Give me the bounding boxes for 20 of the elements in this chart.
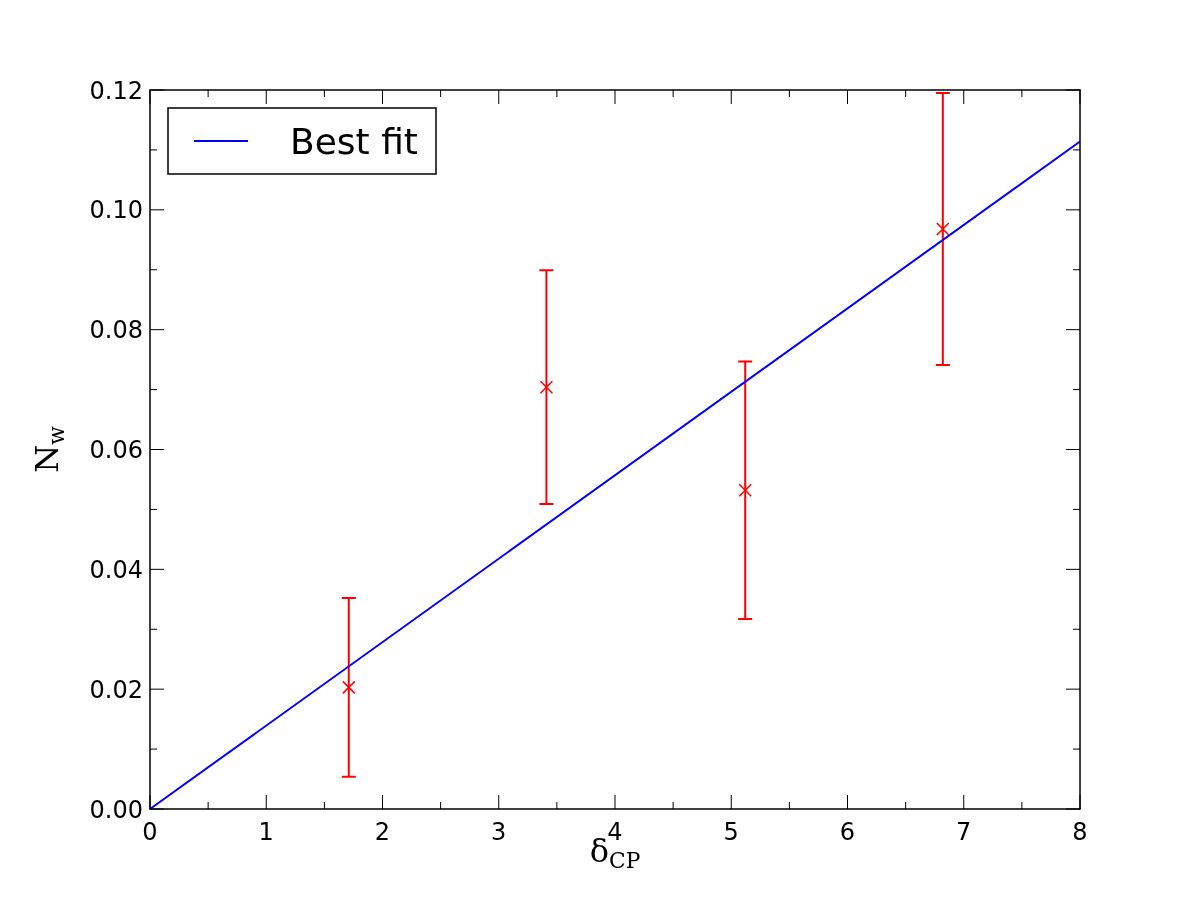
point <box>738 483 752 497</box>
point <box>342 680 356 695</box>
y-tick-label: 0.04 <box>89 555 143 584</box>
x-tick-label: 8 <box>1072 818 1088 846</box>
y-tick-label: 0.06 <box>89 436 143 465</box>
x-tick-label: 0 <box>142 818 158 846</box>
y-tick-label: 0.02 <box>89 675 143 704</box>
y-tick-label: 0.12 <box>89 76 143 105</box>
x-tick-label: 2 <box>374 818 391 846</box>
x-tick-label: 6 <box>839 818 856 846</box>
y-tick-label: 0.00 <box>89 795 143 824</box>
x-tick-label: 1 <box>258 818 274 846</box>
legend-label: Best fit <box>290 120 418 162</box>
x-tick-label: 7 <box>956 818 972 846</box>
point <box>936 222 950 236</box>
x-tick-label: 3 <box>491 818 507 846</box>
point <box>539 380 554 394</box>
x-tick-label: 5 <box>723 818 739 846</box>
y-tick-label: 0.08 <box>89 316 143 345</box>
y-tick-label: 0.10 <box>89 196 143 225</box>
